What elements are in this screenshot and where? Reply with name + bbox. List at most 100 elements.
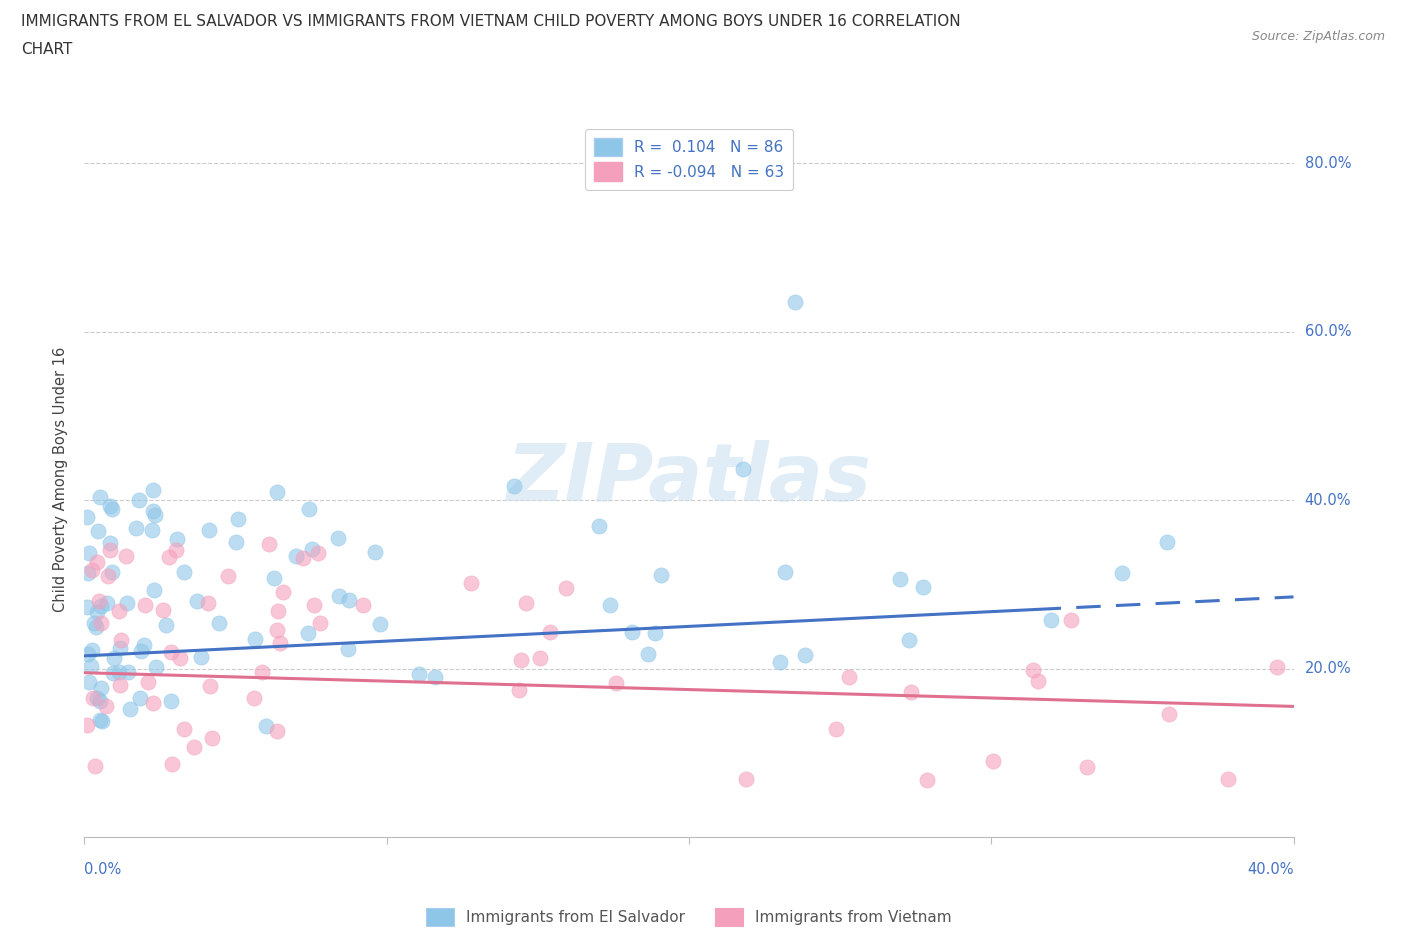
Point: [208, 616, 231, 631]
Point: [91, 714, 114, 729]
Point: [160, 693, 183, 708]
Point: [128, 493, 150, 508]
Point: [160, 644, 183, 659]
Point: [298, 502, 321, 517]
Point: [173, 722, 195, 737]
Point: [141, 523, 163, 538]
Point: [197, 595, 219, 610]
Point: [1156, 535, 1178, 550]
Point: [120, 701, 142, 716]
Point: [243, 631, 266, 646]
Text: 20.0%: 20.0%: [1305, 661, 1351, 676]
Point: [76, 718, 98, 733]
Point: [114, 549, 136, 564]
Point: [326, 531, 349, 546]
Point: [108, 604, 131, 618]
Point: [103, 650, 125, 665]
Point: [100, 536, 122, 551]
Point: [266, 724, 288, 738]
Point: [269, 635, 291, 650]
Point: [117, 664, 139, 679]
Point: [911, 579, 934, 594]
Point: [90, 616, 112, 631]
Point: [76, 510, 98, 525]
Point: [1026, 673, 1049, 688]
Point: [1076, 760, 1098, 775]
Point: [734, 772, 756, 787]
Point: [915, 773, 938, 788]
Point: [368, 617, 391, 631]
Point: [155, 618, 177, 633]
Point: [644, 626, 666, 641]
Point: [166, 532, 188, 547]
Point: [301, 542, 323, 557]
Point: [129, 644, 152, 658]
Point: [160, 757, 183, 772]
Point: [108, 641, 131, 656]
Point: [731, 462, 754, 477]
Point: [1059, 613, 1081, 628]
Point: [190, 649, 212, 664]
Point: [1039, 613, 1062, 628]
Point: [337, 592, 360, 607]
Point: [555, 580, 578, 595]
Point: [143, 507, 166, 522]
Point: [328, 589, 350, 604]
Point: [87, 524, 110, 538]
Point: [297, 626, 319, 641]
Point: [889, 571, 911, 586]
Point: [101, 501, 124, 516]
Point: [254, 718, 277, 733]
Point: [309, 616, 332, 631]
Point: [267, 604, 290, 618]
Point: [157, 550, 180, 565]
Point: [89, 694, 111, 709]
Point: [165, 543, 187, 558]
Point: [201, 730, 224, 745]
Point: [134, 598, 156, 613]
Point: [198, 679, 221, 694]
Point: [263, 571, 285, 586]
Point: [1265, 659, 1288, 674]
Point: [100, 565, 122, 579]
Point: [86, 691, 108, 706]
Point: [302, 597, 325, 612]
Point: [825, 721, 848, 736]
Point: [82, 690, 104, 705]
Point: [142, 483, 165, 498]
Point: [169, 650, 191, 665]
Point: [508, 683, 530, 698]
Point: [1159, 706, 1181, 721]
Text: Source: ZipAtlas.com: Source: ZipAtlas.com: [1251, 30, 1385, 43]
Point: [76, 646, 98, 661]
Point: [134, 638, 156, 653]
Text: CHART: CHART: [21, 42, 73, 57]
Text: 0.0%: 0.0%: [84, 862, 121, 877]
Point: [108, 664, 131, 679]
Point: [125, 520, 148, 535]
Point: [352, 598, 374, 613]
Point: [981, 753, 1004, 768]
Point: [89, 490, 111, 505]
Point: [101, 666, 124, 681]
Point: [243, 691, 266, 706]
Point: [136, 674, 159, 689]
Point: [1218, 772, 1240, 787]
Point: [94, 698, 117, 713]
Text: 80.0%: 80.0%: [1305, 155, 1351, 170]
Point: [515, 595, 537, 610]
Point: [228, 512, 250, 526]
Point: [285, 549, 308, 564]
Point: [115, 596, 138, 611]
Point: [76, 600, 98, 615]
Point: [82, 643, 104, 658]
Point: [769, 655, 792, 670]
Point: [266, 622, 288, 637]
Point: [90, 599, 112, 614]
Point: [183, 740, 205, 755]
Point: [110, 632, 132, 647]
Point: [83, 616, 105, 631]
Point: [898, 632, 921, 647]
Point: [460, 576, 482, 591]
Point: [89, 712, 111, 727]
